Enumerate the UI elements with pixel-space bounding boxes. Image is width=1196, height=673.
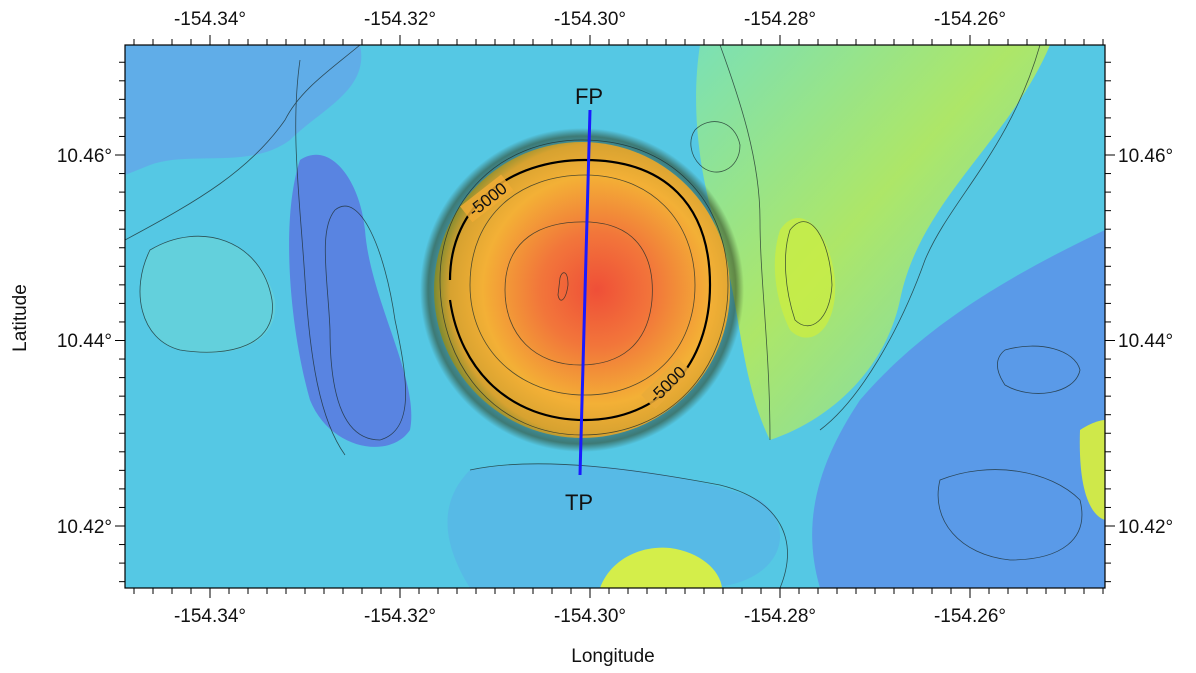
contour-seamount-inner2	[504, 221, 653, 366]
x-tick-bottom-label: -154.34°	[174, 606, 246, 627]
contour-north-patch	[690, 121, 741, 173]
contour-seamount-outer	[439, 139, 729, 436]
x-axis-top: -154.34° -154.32° -154.30° -154.28° -154…	[174, 9, 1006, 30]
plot-frame	[124, 44, 1106, 589]
x-tick-top-label: -154.34°	[174, 9, 246, 30]
contour-south	[469, 463, 788, 588]
x-axis-title: Longitude	[571, 646, 654, 667]
deep-basin-west-plain	[140, 236, 276, 353]
axis-ticks	[115, 35, 1115, 598]
profile-end-label: TP	[565, 490, 593, 515]
deep-basin-west	[289, 154, 412, 447]
y-tick-right-label: 10.46°	[1118, 146, 1173, 167]
profile-start-label: FP	[575, 84, 603, 109]
profile-line	[578, 109, 592, 476]
contour-southeast	[937, 469, 1083, 561]
contour-west-trough	[295, 59, 346, 456]
deep-basin-northwest	[125, 45, 362, 175]
x-tick-bottom-label: -154.30°	[554, 606, 626, 627]
contour-east-basin	[997, 345, 1081, 394]
deep-basin-southeast	[812, 230, 1105, 588]
x-axis-bottom: -154.34° -154.32° -154.30° -154.28° -154…	[174, 606, 1006, 627]
x-tick-top-label: -154.26°	[934, 9, 1006, 30]
map-plot-area	[125, 45, 1105, 588]
contour-ridge-patch	[785, 221, 833, 327]
contour-northwest	[125, 45, 361, 241]
seamount	[434, 142, 730, 438]
ridge-highlight	[774, 218, 836, 338]
y-tick-left-label: 10.42°	[57, 517, 112, 538]
y-tick-right-label: 10.42°	[1118, 517, 1173, 538]
y-tick-left-label: 10.44°	[57, 331, 112, 352]
contour-seamount-peak	[557, 272, 569, 301]
x-tick-top-label: -154.28°	[744, 9, 816, 30]
y-axis-title: Latitude	[10, 284, 31, 352]
y-axis-right: 10.46° 10.44° 10.42°	[1118, 146, 1173, 538]
contour-ridge-west	[719, 45, 771, 441]
contour-west-basin	[324, 205, 407, 441]
x-tick-bottom-label: -154.28°	[744, 606, 816, 627]
contour-ridge-east	[819, 45, 1041, 431]
south-knoll	[600, 547, 722, 588]
contour-west-plain	[139, 235, 273, 353]
x-tick-bottom-label: -154.32°	[364, 606, 436, 627]
y-axis-left: 10.46° 10.44° 10.42°	[57, 146, 112, 538]
contour-lines	[125, 45, 1083, 588]
x-tick-top-label: -154.30°	[554, 9, 626, 30]
contour-seamount-inner1	[469, 174, 696, 396]
east-edge-knoll	[1079, 420, 1105, 520]
y-tick-left-label: 10.46°	[57, 146, 112, 167]
contour-5000	[448, 158, 712, 422]
x-tick-bottom-label: -154.26°	[934, 606, 1006, 627]
ridge-northeast	[696, 45, 1050, 440]
y-tick-right-label: 10.44°	[1118, 331, 1173, 352]
x-tick-top-label: -154.32°	[364, 9, 436, 30]
